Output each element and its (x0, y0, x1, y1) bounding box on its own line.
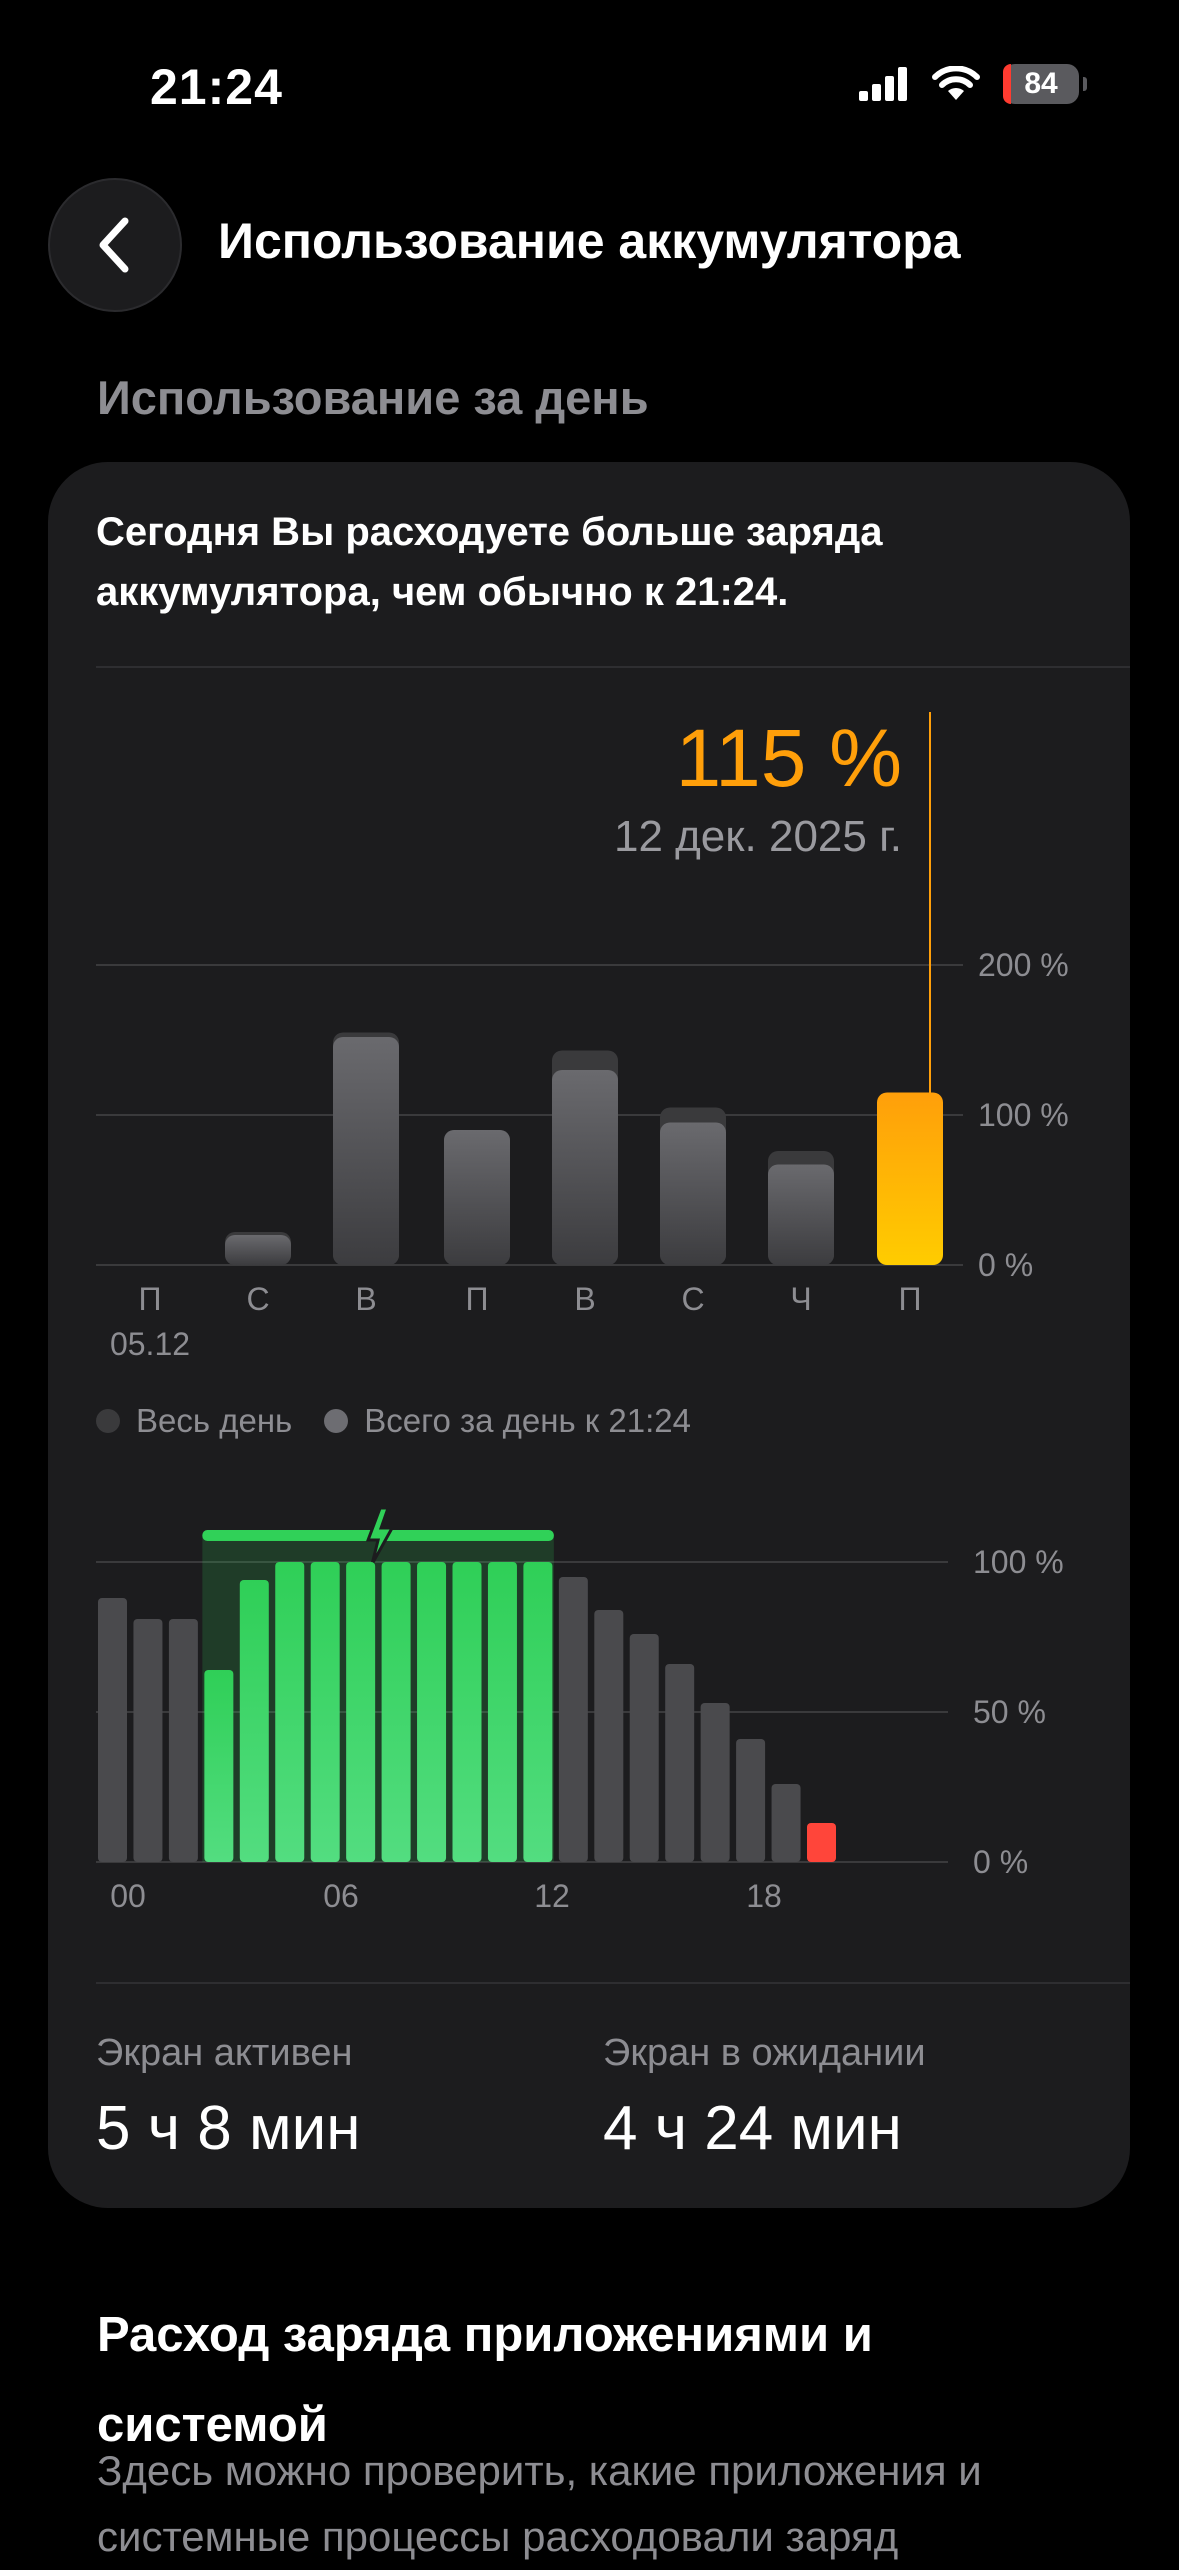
day-label: В (355, 1281, 376, 1317)
hour-bar-charging (381, 1562, 411, 1862)
back-button[interactable] (48, 178, 182, 312)
day-bar-to-time (660, 1122, 726, 1265)
stat-value: 5 ч 8 мин (96, 2094, 361, 2163)
day-label: Ч (790, 1281, 811, 1317)
stat-label: Экран в ожидании (603, 2032, 926, 2074)
day-label: П (899, 1281, 922, 1317)
day-bar-to-time (552, 1070, 618, 1265)
battery-usage-card: Сегодня Вы расходуете больше заряда акку… (48, 462, 1130, 2208)
hour-bar-low (807, 1823, 836, 1862)
hour-bar (665, 1664, 695, 1862)
divider (96, 666, 1130, 668)
apps-usage-description: Здесь можно проверить, какие приложения … (97, 2447, 982, 2560)
legend-item-all-day: Весь день (96, 1402, 292, 1440)
y-tick-label: 100 % (978, 1097, 1069, 1133)
usage-message: Сегодня Вы расходуете больше заряда акку… (96, 510, 883, 614)
battery-low-charging-icon: 84 (1003, 64, 1087, 104)
apps-usage-title: Расход заряда приложениями и системой (97, 2308, 873, 2452)
battery-level: 84 (1024, 67, 1058, 100)
x-tick-label: 18 (746, 1878, 782, 1914)
usage-charts[interactable]: 0 % 100 % 200 % П 05.12 С В П В С Ч П 0 % 50 % 100 % 00… (48, 462, 1130, 1962)
day-bar-to-time (444, 1130, 510, 1265)
charging-bolt-icon (365, 1506, 395, 1565)
hour-bar-charging (452, 1562, 482, 1862)
day-bar-to-time (225, 1235, 291, 1265)
status-time: 21:24 (150, 59, 283, 115)
hour-bar-charging (523, 1562, 553, 1862)
legend-label: Всего за день к 21:24 (364, 1402, 691, 1439)
section-title: Использование за день (97, 371, 649, 424)
chevron-left-icon (99, 217, 129, 273)
hour-bar (558, 1577, 588, 1862)
x-tick-label: 12 (534, 1878, 570, 1914)
day-bar-to-time (768, 1164, 834, 1265)
hour-bar (736, 1739, 766, 1862)
hour-bar (98, 1598, 127, 1862)
hour-bar-charging (275, 1562, 305, 1862)
stat-value: 4 ч 24 мин (603, 2094, 902, 2163)
screen-active-stat: Экран активен 5 ч 8 мин (96, 2032, 360, 2164)
day-label: В (574, 1281, 595, 1317)
divider (96, 1982, 1130, 1984)
y-tick-label: 200 % (978, 947, 1069, 983)
stat-label: Экран активен (96, 2032, 353, 2074)
hour-bar (594, 1610, 624, 1862)
hour-bar (168, 1619, 198, 1862)
x-tick-label: 06 (323, 1878, 359, 1914)
hour-bar-charging (346, 1562, 376, 1862)
selected-date: 12 дек. 2025 г. (613, 812, 902, 861)
chart-legend: Весь день Всего за день к 21:24 (96, 1402, 691, 1440)
hour-bar-charging (487, 1562, 517, 1862)
legend-dot (324, 1409, 349, 1433)
day-bar-to-time (333, 1037, 399, 1265)
y-tick-label: 50 % (973, 1694, 1046, 1730)
signal-icon (859, 67, 907, 101)
legend-dot (96, 1409, 120, 1433)
status-icons: 84 (859, 64, 1087, 104)
hour-bar-charging (204, 1670, 234, 1862)
hour-bar (771, 1784, 801, 1862)
y-tick-label: 0 % (978, 1247, 1033, 1283)
hour-bar (629, 1634, 659, 1862)
wifi-icon (932, 66, 980, 100)
selected-day-bar (877, 1092, 943, 1265)
y-tick-label: 0 % (973, 1844, 1028, 1880)
day-label: С (246, 1281, 269, 1317)
day-label: С (681, 1281, 704, 1317)
selected-value: 115 % (675, 713, 902, 804)
day-sublabel: 05.12 (110, 1326, 190, 1362)
hour-bar-charging (239, 1580, 269, 1862)
day-label: П (139, 1281, 162, 1317)
legend-item-to-time: Всего за день к 21:24 (324, 1402, 691, 1440)
hour-bar (133, 1619, 163, 1862)
day-label: П (466, 1281, 489, 1317)
page-title: Использование аккумулятора (218, 213, 961, 269)
x-tick-label: 00 (110, 1878, 146, 1914)
hour-bar-charging (417, 1562, 447, 1862)
y-tick-label: 100 % (973, 1544, 1064, 1580)
hour-bar-charging (310, 1562, 340, 1862)
legend-label: Весь день (136, 1402, 293, 1439)
hour-bar (700, 1703, 730, 1862)
screen-idle-stat: Экран в ожидании 4 ч 24 мин (603, 2032, 926, 2164)
